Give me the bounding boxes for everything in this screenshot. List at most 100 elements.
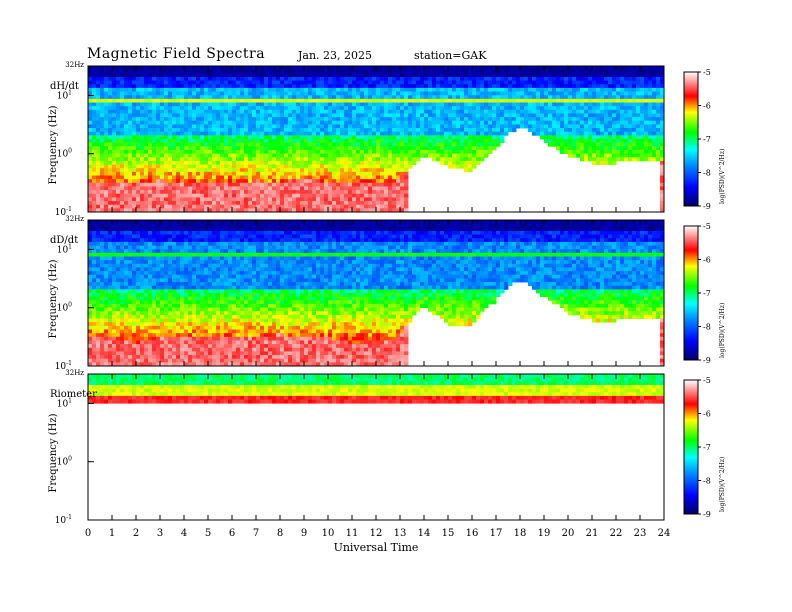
spectrogram-cell	[312, 69, 317, 74]
spectrogram-cell	[284, 98, 289, 103]
spectrogram-cell	[228, 190, 233, 195]
spectrogram-cell	[628, 98, 633, 103]
spectrogram-cell	[364, 80, 369, 85]
spectrogram-cell	[448, 113, 453, 118]
spectrogram-cell	[124, 204, 129, 209]
spectrogram-cell	[276, 73, 281, 78]
spectrogram-cell	[644, 69, 649, 74]
spectrogram-cell	[176, 66, 181, 71]
spectrogram-cell	[172, 124, 177, 129]
spectrogram-cell	[204, 201, 209, 206]
spectrogram-cell	[628, 73, 633, 78]
spectrogram-cell	[508, 95, 513, 100]
spectrogram-cell	[240, 128, 245, 133]
spectrogram-cell	[336, 69, 341, 74]
spectrogram-cell	[160, 197, 165, 202]
spectrogram-cell	[400, 120, 405, 125]
spectrogram-cell	[368, 142, 373, 147]
spectrogram-cell	[356, 193, 361, 198]
spectrogram-cell	[492, 135, 497, 140]
spectrogram-cell	[264, 117, 269, 122]
spectrogram-cell	[568, 95, 573, 100]
spectrogram-cell	[328, 117, 333, 122]
spectrogram-cell	[660, 175, 665, 180]
spectrogram-cell	[268, 128, 273, 133]
spectrogram-cell	[300, 76, 305, 81]
spectrogram-cell	[336, 91, 341, 96]
spectrogram-cell	[372, 69, 377, 74]
spectrogram-cell	[312, 193, 317, 198]
spectrogram-cell	[136, 113, 141, 118]
spectrogram-cell	[344, 171, 349, 176]
spectrogram-cell	[236, 201, 241, 206]
spectrogram-cell	[456, 131, 461, 136]
spectrogram-cell	[176, 84, 181, 89]
spectrogram-cell	[628, 153, 633, 158]
spectrogram-cell	[464, 131, 469, 136]
spectrogram-cell	[356, 69, 361, 74]
spectrogram-cell	[220, 182, 225, 187]
spectrogram-cell	[144, 146, 149, 151]
spectrogram-cell	[156, 201, 161, 206]
spectrogram-cell	[260, 153, 265, 158]
spectrogram-cell	[312, 117, 317, 122]
spectrogram-cell	[152, 98, 157, 103]
spectrogram-cell	[152, 157, 157, 162]
spectrogram-cell	[264, 208, 269, 213]
spectrogram-cell	[452, 164, 457, 169]
spectrogram-cell	[244, 139, 249, 144]
spectrogram-cell	[508, 87, 513, 92]
spectrogram-cell	[104, 171, 109, 176]
spectrogram-cell	[152, 91, 157, 96]
spectrogram-cell	[508, 102, 513, 107]
spectrogram-cell	[176, 102, 181, 107]
spectrogram-cell	[300, 117, 305, 122]
spectrogram-cell	[260, 157, 265, 162]
spectrogram-cell	[148, 124, 153, 129]
spectrogram-cell	[432, 157, 437, 162]
spectrogram-cell	[588, 95, 593, 100]
spectrogram-cell	[300, 204, 305, 209]
spectrogram-cell	[424, 153, 429, 158]
spectrogram-cell	[440, 113, 445, 118]
spectrogram-cell	[492, 146, 497, 151]
spectrogram-cell	[136, 208, 141, 213]
spectrogram-cell	[588, 69, 593, 74]
spectrogram-cell	[280, 197, 285, 202]
spectrogram-cell	[384, 201, 389, 206]
spectrogram-cell	[572, 149, 577, 154]
spectrogram-cell	[324, 113, 329, 118]
spectrogram-cell	[88, 201, 93, 206]
spectrogram-cell	[88, 307, 93, 312]
spectrogram-cell	[244, 190, 249, 195]
spectrogram-cell	[284, 124, 289, 129]
spectrogram-cell	[404, 208, 409, 213]
spectrogram-cell	[168, 160, 173, 165]
spectrogram-cell	[320, 175, 325, 180]
spectrogram-cell	[364, 201, 369, 206]
spectrogram-cell	[612, 128, 617, 133]
spectrogram-cell	[116, 197, 121, 202]
spectrogram-cell	[428, 87, 433, 92]
spectrogram-cell	[304, 179, 309, 184]
spectrogram-cell	[192, 149, 197, 154]
spectrogram-cell	[348, 73, 353, 78]
spectrogram-cell	[132, 95, 137, 100]
spectrogram-cell	[244, 160, 249, 165]
spectrogram-cell	[100, 282, 105, 287]
spectrogram-cell	[652, 124, 657, 129]
spectrogram-cell	[108, 91, 113, 96]
spectrogram-cell	[448, 124, 453, 129]
spectrogram-cell	[128, 80, 133, 85]
spectrogram-cell	[632, 87, 637, 92]
spectrogram-cell	[484, 73, 489, 78]
spectrogram-cell	[92, 193, 97, 198]
spectrogram-cell	[324, 142, 329, 147]
spectrogram-cell	[556, 98, 561, 103]
spectrogram-cell	[208, 95, 213, 100]
spectrogram-cell	[596, 87, 601, 92]
spectrogram-cell	[560, 128, 565, 133]
spectrogram-cell	[284, 117, 289, 122]
spectrogram-cell	[260, 204, 265, 209]
spectrogram-cell	[600, 80, 605, 85]
